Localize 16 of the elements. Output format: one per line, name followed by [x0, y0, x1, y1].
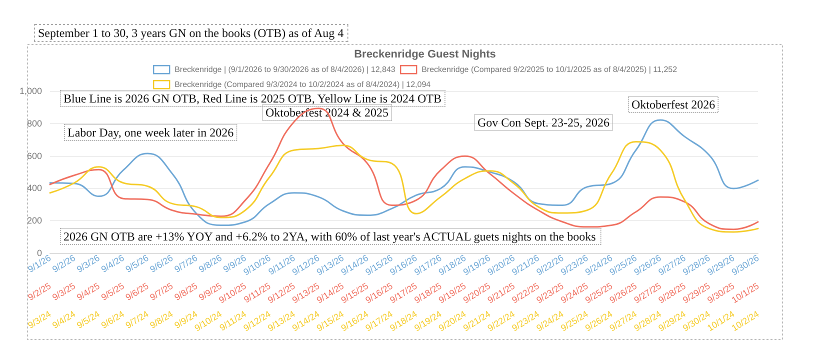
annotation: Blue Line is 2026 GN OTB, Red Line is 2025 OTB, Yellow Line is 2024 OTB [64, 92, 442, 106]
chart-title: Breckenridge Guest Nights [354, 48, 496, 60]
y-tick-label: 0 [36, 248, 42, 258]
legend-label: Breckenridge (Compared 9/3/2024 to 10/2/2024 as of 8/4/2024) | 12,094 [174, 80, 432, 90]
legend-label: Breckenridge (Compared 9/2/2025 to 10/1/2025 as of 8/4/2025) | 11,252 [422, 65, 678, 74]
annotation: 2026 GN OTB are +13% YOY and +6.2% to 2YA, with 60% of last year's ACTUAL guets nights on the books [64, 230, 596, 244]
annotation: Labor Day, one week later in 2026 [68, 126, 234, 140]
annotation: Oktoberfest 2026 [632, 98, 716, 112]
y-tick-label: 1,000 [19, 86, 42, 96]
y-tick-label: 800 [26, 118, 42, 128]
legend-label: Breckenridge | (9/1/2026 to 9/30/2026 as of 8/4/2026) | 12,843 [174, 65, 396, 74]
chart-subtitle: September 1 to 30, 3 years GN on the books (OTB) as of Aug 4 [38, 26, 344, 40]
y-tick-label: 400 [26, 183, 42, 194]
y-tick-label: 200 [26, 216, 42, 226]
annotation: Gov Con Sept. 23-25, 2026 [478, 116, 610, 130]
y-tick-label: 600 [26, 150, 42, 161]
